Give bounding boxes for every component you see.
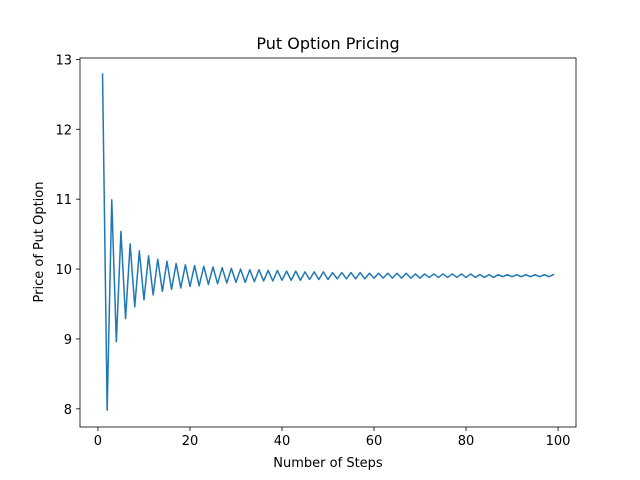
x-tick-label-40: 40 [274, 434, 291, 449]
x-tick-label-60: 60 [366, 434, 383, 449]
y-tick-label-10: 10 [55, 263, 72, 278]
y-tick-label-9: 9 [64, 333, 72, 348]
x-tick-label-0: 0 [94, 434, 102, 449]
y-tick-label-11: 11 [55, 193, 72, 208]
y-tick-label-12: 12 [55, 123, 72, 138]
y-tick-label-8: 8 [64, 403, 72, 418]
y-axis-label: Price of Put Option [32, 182, 47, 303]
x-tick-label-80: 80 [458, 434, 475, 449]
x-axis-label: Number of Steps [273, 456, 383, 471]
chart-title: Put Option Pricing [256, 34, 399, 53]
plot-frame [79, 57, 577, 428]
x-tick-label-100: 100 [546, 434, 571, 449]
series-line-0 [101, 73, 555, 411]
plot-area: 0 20 40 60 80 100 8 9 10 11 12 13 [55, 53, 577, 449]
x-tick-label-20: 20 [182, 434, 199, 449]
y-tick-label-13: 13 [55, 53, 72, 68]
